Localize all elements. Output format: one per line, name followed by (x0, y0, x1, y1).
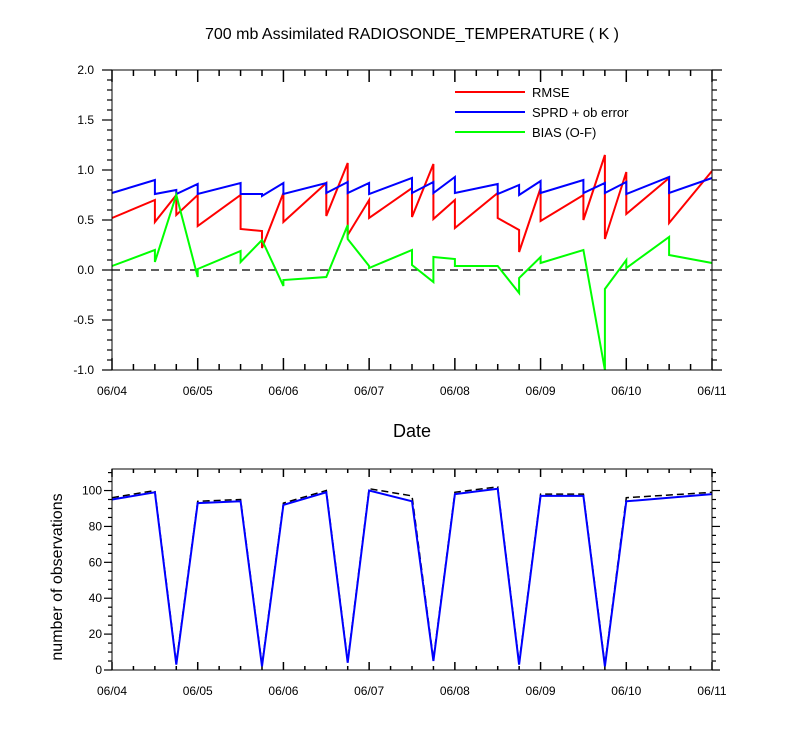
x-tick-label: 06/10 (611, 384, 641, 398)
x-tick-label: 06/09 (526, 684, 556, 698)
rmse-panel: 06/04 06/05 06/06 06/07 06/08 06/09 06/10 06/11… (73, 63, 727, 398)
top-plot-frame (111, 69, 713, 371)
x-tick-label: 06/09 (526, 384, 556, 398)
legend-label: RMSE (532, 85, 570, 100)
x-tick-label: 06/08 (440, 384, 470, 398)
y-tick-label: 1.0 (77, 163, 94, 177)
x-tick-label: 06/06 (268, 384, 298, 398)
x-tick-label: 06/06 (268, 684, 298, 698)
legend-label: SPRD + ob error (532, 105, 629, 120)
y-tick-label: 0 (95, 663, 102, 677)
x-tick-label: 06/07 (354, 384, 384, 398)
series-sprd-ob-error (111, 175, 713, 198)
bottom-axis-ticks (104, 469, 720, 671)
x-tick-label: 06/05 (183, 684, 213, 698)
chart-title: 700 mb Assimilated RADIOSONDE_TEMPERATUR… (205, 26, 619, 43)
y-tick-label: 100 (82, 484, 102, 498)
y-tick-label: 80 (89, 519, 103, 533)
y-tick-label: -1.0 (73, 363, 94, 377)
y-tick-label: 0.5 (77, 213, 94, 227)
x-tick-label: 06/07 (354, 684, 384, 698)
top-tick-labels: 06/04 06/05 06/06 06/07 06/08 06/09 06/10 06/11… (73, 63, 727, 398)
legend-label: BIAS (O-F) (532, 125, 596, 140)
x-tick-label: 06/11 (697, 384, 726, 398)
y-tick-label: 60 (89, 555, 103, 569)
x-tick-label: 06/10 (611, 684, 641, 698)
legend: RMSE SPRD + ob error BIAS (O-F) (455, 85, 629, 140)
y-tick-label: 40 (89, 591, 103, 605)
top-series-lines (111, 154, 713, 371)
y-tick-label: 20 (89, 627, 103, 641)
observations-panel: 06/04 06/05 06/06 06/07 06/08 06/09 06/10 06/11… (82, 468, 727, 698)
series-rmse (111, 154, 713, 253)
x-tick-label: 06/04 (97, 684, 127, 698)
y-tick-label: 2.0 (77, 63, 94, 77)
series-assimilated (111, 487, 713, 667)
x-tick-label: 06/11 (697, 684, 726, 698)
x-tick-label: 06/05 (183, 384, 213, 398)
x-tick-label: 06/04 (97, 384, 127, 398)
bottom-plot-frame (111, 468, 713, 671)
top-axis-ticks (102, 69, 722, 371)
y-tick-label: 0.0 (77, 263, 94, 277)
bottom-tick-labels: 06/04 06/05 06/06 06/07 06/08 06/09 06/10 06/11… (82, 484, 727, 698)
y-tick-label: 1.5 (77, 113, 94, 127)
x-tick-label: 06/08 (440, 684, 470, 698)
series-possible (111, 486, 713, 665)
series-bias-o-f (111, 191, 713, 371)
x-axis-label: Date (393, 421, 431, 441)
bottom-series-lines (111, 486, 713, 667)
y-tick-label: -0.5 (73, 313, 94, 327)
bottom-y-axis-label: number of observations (49, 493, 66, 660)
